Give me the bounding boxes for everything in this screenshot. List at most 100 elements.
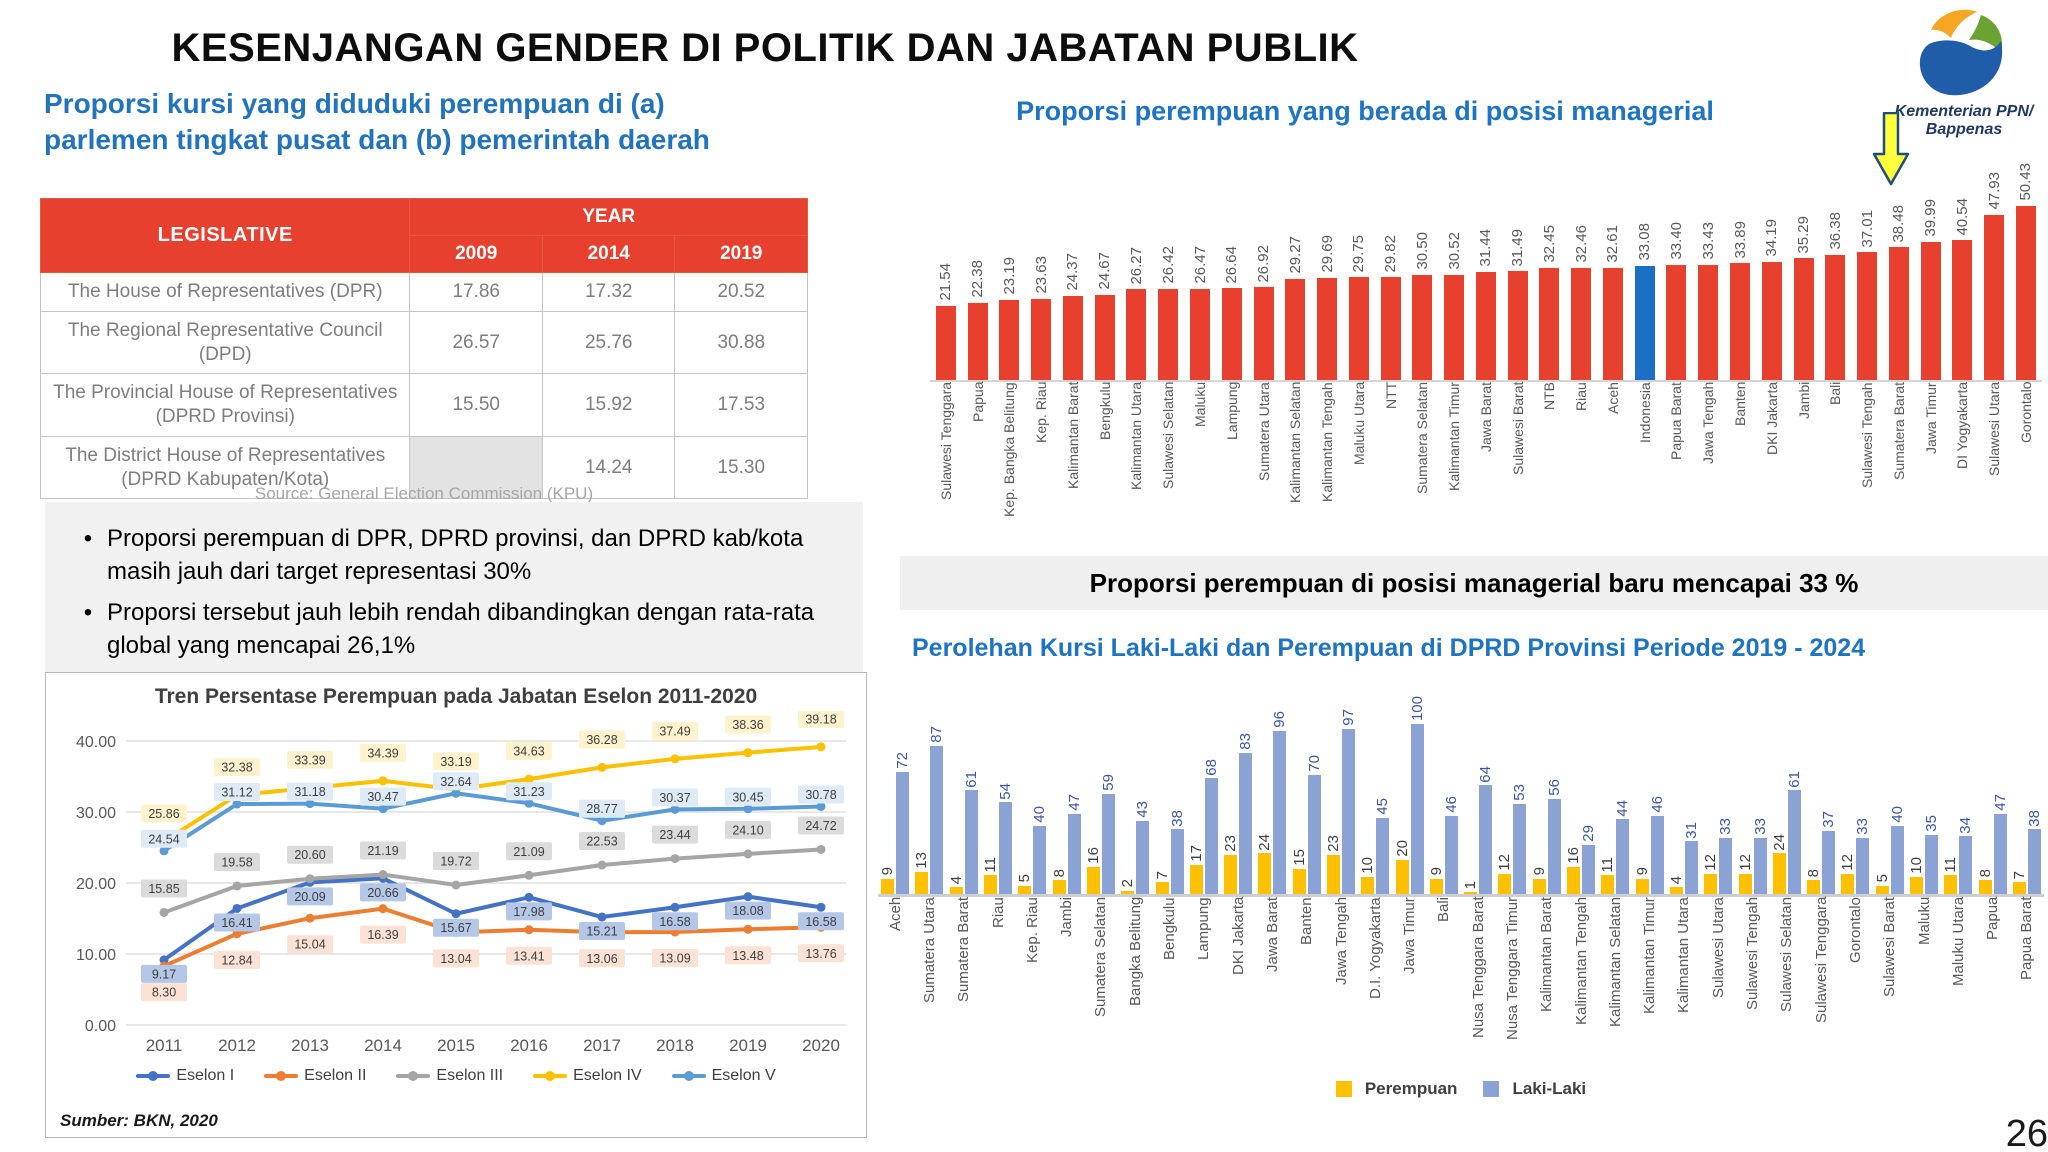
bar-stack: 32.45 [1539, 138, 1560, 380]
svg-text:30.37: 30.37 [659, 791, 690, 805]
svg-text:30.00: 30.00 [76, 805, 116, 822]
bar-group: 33.89 [1724, 138, 1756, 380]
axis-label-slot: Kalimantan Timur [1438, 382, 1470, 560]
perempuan-bar [949, 887, 963, 894]
perempuan-value: 9 [1633, 867, 1651, 876]
bar-group: 1 64 [1461, 682, 1495, 894]
bar-value: 21.54 [937, 263, 955, 301]
axis-label: Bangka Belitung [1126, 897, 1144, 1007]
laki-bar [964, 790, 978, 894]
axis-label-slot: Kalimantan Timur [1633, 897, 1667, 1075]
laki-column: 47 [1992, 682, 2009, 894]
bar [1857, 252, 1878, 380]
svg-text:2019: 2019 [729, 1036, 767, 1055]
bar [1317, 277, 1338, 380]
bar-stack: 38.48 [1888, 138, 1909, 380]
svg-text:32.64: 32.64 [440, 775, 471, 789]
bar-stack: 36.38 [1825, 138, 1846, 380]
bar-group: 26.42 [1152, 138, 1184, 380]
svg-text:38.36: 38.36 [732, 718, 763, 732]
axis-label-slot: Kep. Riau [1025, 382, 1057, 560]
legend-marker-dot [148, 1071, 159, 1081]
axis-label: Aceh [1604, 382, 1621, 414]
bar-group: 8 37 [1804, 682, 1838, 894]
dprd-chart: 9 72 13 87 4 61 11 54 5 40 8 47 16 59 2 43 7 38 17 68 23 83 24… [878, 682, 2044, 1099]
legend-label: Eselon III [436, 1067, 504, 1084]
bullet-icon: • [83, 599, 93, 627]
svg-text:8.30: 8.30 [152, 986, 176, 1000]
bar-pair: 12 33 [1839, 682, 1871, 894]
axis-label: Papua [1984, 897, 2002, 941]
laki-bar [1273, 730, 1287, 894]
perempuan-column: 12 [1737, 682, 1754, 894]
perempuan-column: 11 [1599, 682, 1616, 894]
bar [1444, 274, 1465, 380]
bar [1888, 247, 1909, 380]
laki-bar [999, 802, 1013, 894]
bar-group: 24.67 [1089, 138, 1121, 380]
svg-text:33.19: 33.19 [440, 755, 471, 769]
eselon-chart-plot: 0.00 10.00 20.00 30.00 40.00 2011 2012 2013 2014… [76, 711, 846, 1055]
perempuan-value: 9 [1427, 867, 1445, 876]
perempuan-bar [1155, 882, 1169, 894]
svg-text:2011: 2011 [146, 1036, 183, 1055]
legend-marker [533, 1071, 568, 1081]
svg-text:21.19: 21.19 [367, 844, 398, 858]
perempuan-column: 23 [1325, 682, 1342, 894]
left-heading: Proporsi kursi yang diduduki perempuan d… [44, 86, 834, 158]
laki-bar [1856, 837, 1870, 894]
legend-item: Eselon I [136, 1067, 234, 1085]
table-source: Source: General Election Commission (KPU… [254, 484, 594, 503]
bar-value: 34.19 [1763, 219, 1781, 257]
laki-bar [1410, 724, 1424, 894]
laki-value: 68 [1202, 758, 1220, 776]
dprd-chart-legend: Perempuan Laki-Laki [878, 1079, 2044, 1099]
bar-group: 10 45 [1358, 682, 1392, 894]
bar-group: 24 96 [1255, 682, 1289, 894]
bar-group: 26.27 [1121, 138, 1153, 380]
perempuan-value: 5 [1016, 874, 1034, 883]
axis-label: Bali [1827, 382, 1844, 406]
bar-stack: 32.61 [1602, 138, 1623, 380]
perempuan-column: 4 [1668, 682, 1685, 894]
axis-label-slot: Sulawesi Selatan [1152, 382, 1184, 560]
bar-pair: 1 64 [1462, 682, 1494, 894]
svg-text:16.39: 16.39 [367, 928, 398, 942]
axis-label-slot: Jawa Timur [1392, 897, 1426, 1075]
bar-value: 40.54 [1953, 197, 1971, 236]
perempuan-bar [1635, 878, 1649, 894]
laki-bar [1067, 814, 1081, 894]
perempuan-column: 12 [1702, 682, 1719, 894]
bar-value: 32.46 [1572, 225, 1590, 263]
axis-label: Lampung [1195, 897, 1213, 960]
axis-label: Kalimantan Selatan [1287, 382, 1304, 504]
perempuan-column: 1 [1462, 682, 1479, 894]
laki-bar [1616, 819, 1630, 894]
axis-label-slot: Sulawesi Tengah [1851, 382, 1883, 560]
axis-label-slot: Sumatera Barat [947, 897, 981, 1075]
axis-label: Maluku [1915, 897, 1933, 946]
perempuan-bar [1258, 853, 1272, 894]
perempuan-bar [1018, 885, 1032, 894]
bar-stack: 32.46 [1571, 138, 1592, 380]
svg-text:34.39: 34.39 [367, 746, 398, 760]
laki-column: 37 [1820, 682, 1837, 894]
perempuan-column: 8 [1977, 682, 1994, 894]
laki-column: 38 [1169, 682, 1186, 894]
perempuan-bar [1807, 880, 1821, 894]
bar-group: 29.75 [1343, 138, 1375, 380]
bar-stack: 39.99 [1920, 138, 1941, 380]
bar-pair: 9 46 [1633, 682, 1666, 894]
perempuan-column: 9 [1531, 682, 1548, 894]
laki-bar [1993, 814, 2007, 894]
column-header-legislative: LEGISLATIVE [39, 198, 411, 273]
perempuan-column: 13 [913, 682, 930, 894]
laki-value: 45 [1374, 797, 1392, 815]
bar-pair: 10 35 [1908, 682, 1940, 894]
svg-text:30.45: 30.45 [732, 790, 763, 804]
bullet-text: Proporsi perempuan di DPR, DPRD provinsi… [107, 525, 804, 586]
bar [1126, 289, 1147, 380]
axis-label-slot: Aceh [1597, 382, 1629, 560]
bar-stack: 31.44 [1475, 138, 1496, 380]
svg-text:37.49: 37.49 [659, 724, 690, 738]
